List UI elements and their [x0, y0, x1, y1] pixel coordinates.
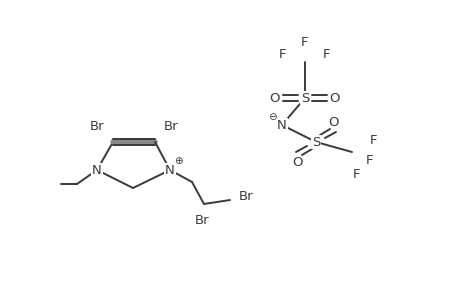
Text: Br: Br	[163, 119, 178, 133]
Text: F: F	[323, 47, 330, 61]
Text: F: F	[301, 35, 308, 49]
Text: F: F	[365, 154, 373, 166]
Text: ⊕: ⊕	[173, 156, 182, 166]
Text: F: F	[279, 47, 286, 61]
Text: O: O	[269, 92, 280, 104]
Text: ⊖: ⊖	[267, 112, 276, 122]
Text: F: F	[353, 167, 360, 181]
Text: N: N	[165, 164, 174, 176]
Text: F: F	[369, 134, 377, 146]
Text: N: N	[276, 118, 286, 131]
Text: S: S	[311, 136, 319, 148]
Text: O: O	[328, 116, 339, 128]
Text: O: O	[329, 92, 340, 104]
Text: N: N	[92, 164, 101, 176]
Text: S: S	[300, 92, 308, 104]
Text: Br: Br	[238, 190, 253, 202]
Text: Br: Br	[194, 214, 209, 226]
Text: O: O	[292, 155, 302, 169]
Text: Br: Br	[90, 119, 104, 133]
